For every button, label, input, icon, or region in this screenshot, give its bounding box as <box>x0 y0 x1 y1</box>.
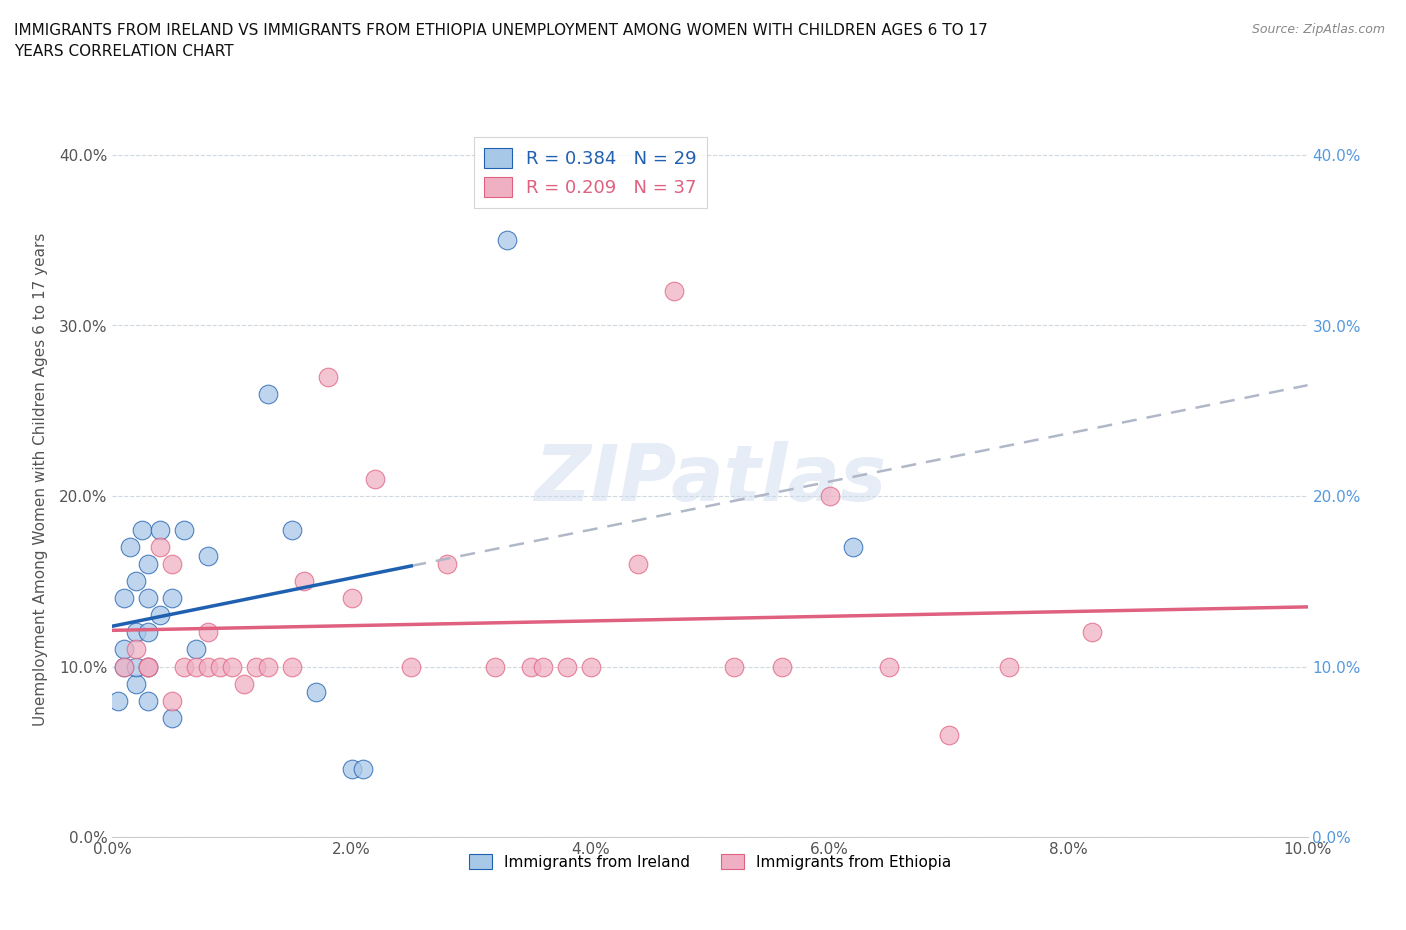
Y-axis label: Unemployment Among Women with Children Ages 6 to 17 years: Unemployment Among Women with Children A… <box>32 232 48 725</box>
Point <box>627 557 650 572</box>
Point <box>245 659 267 674</box>
Point <box>340 591 363 605</box>
Point <box>138 659 160 674</box>
Point <box>173 659 195 674</box>
Point <box>233 676 256 691</box>
Point <box>186 642 208 657</box>
Point <box>138 625 160 640</box>
Point <box>221 659 243 674</box>
Point <box>281 523 304 538</box>
Point <box>162 711 183 725</box>
Point <box>197 625 219 640</box>
Point <box>138 659 160 674</box>
Point <box>173 523 195 538</box>
Point <box>149 608 172 623</box>
Point <box>353 762 375 777</box>
Point <box>120 539 142 554</box>
Point <box>938 727 960 742</box>
Point <box>401 659 423 674</box>
Point <box>149 523 172 538</box>
Point <box>579 659 602 674</box>
Point <box>125 642 148 657</box>
Point <box>257 659 280 674</box>
Point <box>162 693 183 708</box>
Point <box>125 625 148 640</box>
Point <box>555 659 578 674</box>
Point <box>149 539 172 554</box>
Point <box>436 557 458 572</box>
Text: IMMIGRANTS FROM IRELAND VS IMMIGRANTS FROM ETHIOPIA UNEMPLOYMENT AMONG WOMEN WIT: IMMIGRANTS FROM IRELAND VS IMMIGRANTS FR… <box>14 23 988 60</box>
Point <box>107 693 129 708</box>
Point <box>138 557 160 572</box>
Point <box>664 284 686 299</box>
Point <box>131 523 153 538</box>
Point <box>281 659 304 674</box>
Point <box>197 659 219 674</box>
Point <box>125 676 148 691</box>
Point <box>316 369 339 384</box>
Point <box>162 557 183 572</box>
Text: Source: ZipAtlas.com: Source: ZipAtlas.com <box>1251 23 1385 36</box>
Point <box>138 591 160 605</box>
Point <box>197 549 219 564</box>
Point <box>209 659 232 674</box>
Point <box>1081 625 1104 640</box>
Point <box>257 386 280 401</box>
Point <box>998 659 1021 674</box>
Point <box>125 659 148 674</box>
Point <box>364 472 387 486</box>
Point <box>723 659 745 674</box>
Point <box>340 762 363 777</box>
Text: ZIPatlas: ZIPatlas <box>534 441 886 517</box>
Point <box>114 659 135 674</box>
Point <box>818 488 841 503</box>
Legend: Immigrants from Ireland, Immigrants from Ethiopia: Immigrants from Ireland, Immigrants from… <box>463 848 957 876</box>
Point <box>114 591 135 605</box>
Point <box>496 232 519 247</box>
Point <box>484 659 506 674</box>
Point <box>186 659 208 674</box>
Point <box>292 574 315 589</box>
Point <box>531 659 554 674</box>
Point <box>125 574 148 589</box>
Point <box>879 659 901 674</box>
Point <box>305 684 328 699</box>
Point <box>138 659 160 674</box>
Point <box>520 659 543 674</box>
Point <box>162 591 183 605</box>
Point <box>114 642 135 657</box>
Point <box>114 659 135 674</box>
Point <box>770 659 793 674</box>
Point <box>138 693 160 708</box>
Point <box>842 539 865 554</box>
